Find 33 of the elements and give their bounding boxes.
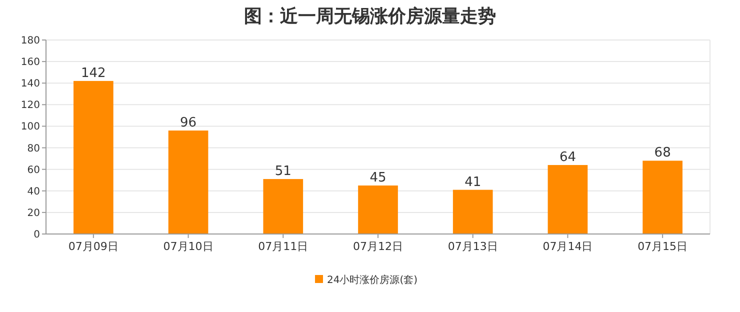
x-tick-label: 07月12日	[353, 240, 403, 253]
x-tick-label: 07月14日	[542, 240, 593, 253]
bar	[548, 165, 588, 234]
bar	[452, 190, 493, 234]
chart-title: 图：近一周无锡涨价房源量走势	[244, 6, 496, 27]
data-label: 142	[81, 66, 106, 81]
y-tick-label: 100	[20, 122, 40, 133]
y-tick-label: 40	[27, 186, 40, 198]
data-label: 68	[654, 146, 671, 161]
data-label: 96	[180, 116, 197, 131]
data-label: 45	[370, 170, 386, 186]
y-tick-label: 140	[20, 78, 40, 90]
x-tick-label: 07月10日	[163, 240, 214, 253]
y-tick-label: 160	[20, 57, 40, 68]
y-tick-label: 120	[20, 100, 40, 112]
y-tick-label: 60	[27, 164, 40, 176]
bar	[642, 160, 682, 234]
data-label: 51	[274, 164, 292, 180]
y-tick-label: 80	[27, 143, 40, 154]
legend-label: 24小时涨价房源(套)	[327, 274, 418, 286]
bar	[358, 186, 398, 234]
y-tick-label: 180	[20, 36, 40, 46]
data-label: 64	[559, 150, 576, 166]
x-tick-label: 07月11日	[258, 240, 308, 253]
bar	[263, 179, 304, 234]
x-tick-label: 07月13日	[448, 240, 498, 253]
bar	[168, 130, 208, 234]
y-tick-label: 20	[27, 208, 40, 219]
bar	[74, 80, 114, 234]
x-tick-label: 07月15日	[638, 240, 688, 253]
data-label: 41	[464, 174, 482, 190]
y-tick-label: 0	[34, 230, 40, 240]
x-tick-label: 07月09日	[68, 240, 118, 253]
